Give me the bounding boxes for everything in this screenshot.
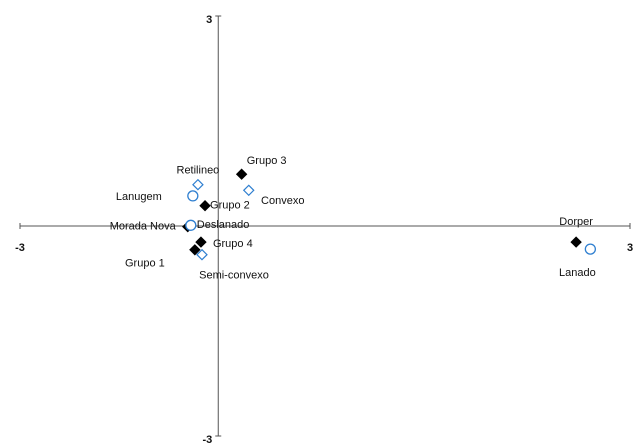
y-tick-label: -3 bbox=[202, 434, 212, 446]
point-label: Grupo 1 bbox=[125, 258, 165, 270]
point bbox=[235, 168, 248, 180]
point bbox=[189, 244, 201, 256]
x-tick-label: 3 bbox=[627, 242, 633, 254]
point-label: Retilineo bbox=[177, 165, 220, 177]
point-label: Morada Nova bbox=[110, 221, 177, 233]
point bbox=[584, 243, 596, 255]
point bbox=[185, 219, 197, 231]
point-label: Convexo bbox=[261, 195, 304, 207]
point bbox=[192, 178, 204, 191]
point bbox=[242, 184, 255, 197]
point bbox=[187, 190, 199, 202]
point bbox=[196, 248, 208, 261]
point bbox=[570, 236, 582, 248]
y-tick-label: 3 bbox=[206, 14, 212, 26]
point-label: Grupo 3 bbox=[247, 155, 287, 167]
point-label: Deslanado bbox=[197, 219, 250, 231]
point-label: Dorper bbox=[559, 216, 593, 228]
point-label: Grupo 4 bbox=[213, 238, 253, 250]
point bbox=[195, 236, 207, 248]
point-label: Lanado bbox=[559, 267, 596, 279]
point bbox=[199, 199, 211, 212]
point-label: Lanugem bbox=[116, 191, 162, 203]
x-tick-label: -3 bbox=[15, 242, 25, 254]
point-label: Semi-convexo bbox=[199, 270, 269, 282]
point-label: Grupo 2 bbox=[210, 200, 250, 212]
